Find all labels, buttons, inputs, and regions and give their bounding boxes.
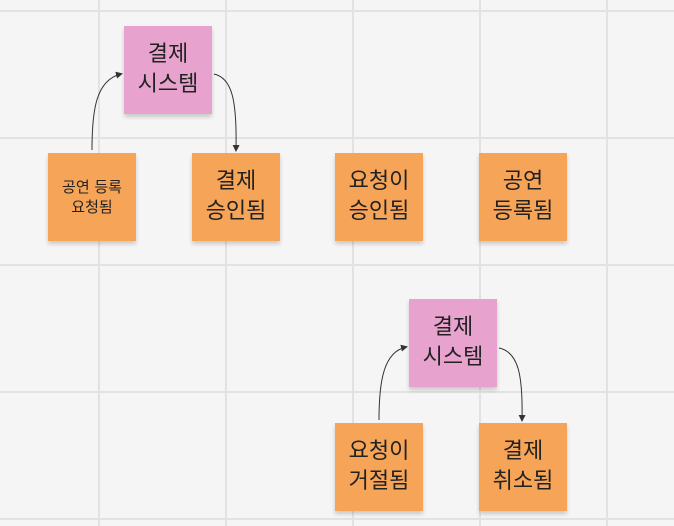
sticky-note-request-approved[interactable]: 요청이 승인됨 bbox=[335, 153, 423, 241]
sticky-note-request-rejected[interactable]: 요청이 거절됨 bbox=[335, 423, 423, 511]
connector-arrow[interactable] bbox=[91, 71, 123, 151]
sticky-note-payment-cancelled[interactable]: 결제 취소됨 bbox=[479, 423, 567, 511]
connector-arrow[interactable] bbox=[213, 73, 240, 152]
sticky-note-payment-system[interactable]: 결제 시스템 bbox=[124, 26, 212, 114]
connector-arrow[interactable] bbox=[378, 344, 408, 421]
sticky-note-payment-system[interactable]: 결제 시스템 bbox=[409, 299, 497, 387]
connector-arrow[interactable] bbox=[498, 347, 526, 422]
sticky-note-concert-registration-requested[interactable]: 공연 등록 요청됨 bbox=[48, 153, 136, 241]
sticky-note-payment-approved[interactable]: 결제 승인됨 bbox=[192, 153, 280, 241]
sticky-note-concert-registered[interactable]: 공연 등록됨 bbox=[479, 153, 567, 241]
